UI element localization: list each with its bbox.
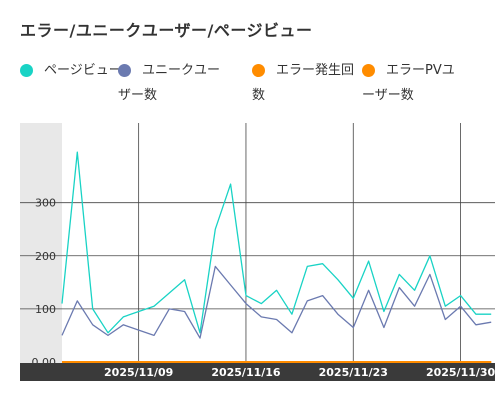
series-line <box>61 265 492 339</box>
legend-label: ページビュー <box>44 63 122 78</box>
legend-dot-icon <box>20 64 33 77</box>
series-group <box>61 151 492 363</box>
y-tick-label: 300 <box>35 197 56 210</box>
grid <box>20 123 495 362</box>
legend-label: ユニークユーザー数 <box>118 63 221 103</box>
series-line <box>61 151 492 334</box>
x-axis: 2025/11/09 2025/11/16 2025/11/23 2025/11/30 <box>104 366 495 379</box>
legend-item-error-pv-users[interactable]: エラーPVユーザー数 <box>362 58 466 108</box>
y-tick-label: 200 <box>35 250 56 263</box>
legend-item-pageview[interactable]: ページビュー <box>20 58 124 83</box>
legend-label: エラーPVユーザー数 <box>362 63 455 103</box>
legend: ページビュー ユニークユーザー数 エラー発生回数 エラーPVユーザー数 <box>20 58 495 108</box>
legend-dot-icon <box>118 64 131 77</box>
x-tick-label: 2025/11/30 <box>426 366 495 379</box>
legend-dot-icon <box>362 64 375 77</box>
x-tick-label: 2025/11/16 <box>211 366 281 379</box>
x-tick-label: 2025/11/23 <box>319 366 388 379</box>
legend-item-error-count[interactable]: エラー発生回数 <box>252 58 356 108</box>
chart-title: エラー/ユニークユーザー/ページビュー <box>20 21 313 40</box>
legend-dot-icon <box>252 64 265 77</box>
y-tick-label: 100 <box>35 303 56 316</box>
legend-label: エラー発生回数 <box>252 63 355 103</box>
x-tick-label: 2025/11/09 <box>104 366 173 379</box>
x-axis-bar <box>20 363 495 381</box>
plot-left-shade <box>20 123 62 363</box>
legend-item-unique-users[interactable]: ユニークユーザー数 <box>118 58 222 108</box>
